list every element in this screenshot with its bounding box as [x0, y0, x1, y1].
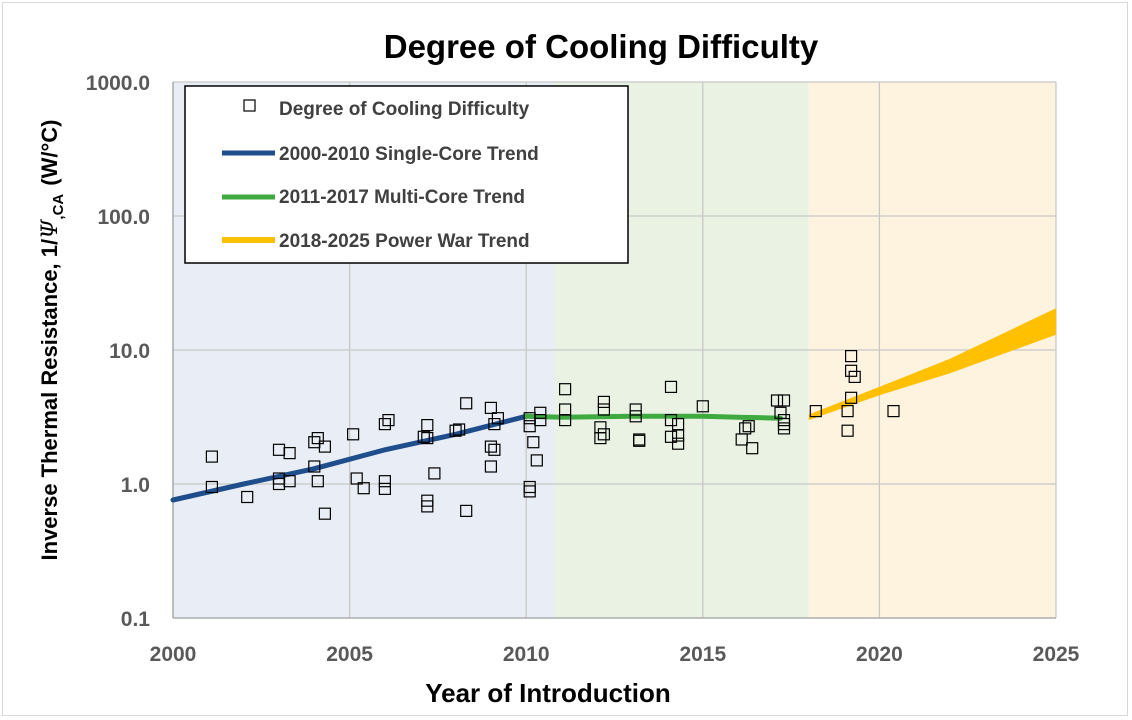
y-axis-label-unit: (W/°C): [37, 120, 62, 186]
data-point-marker: [449, 424, 462, 437]
chart-title: Degree of Cooling Difficulty: [384, 28, 819, 65]
data-point-marker: [844, 364, 858, 377]
data-point-marker: [597, 403, 611, 416]
data-point-marker: [484, 460, 497, 473]
data-point-marker: [417, 430, 430, 443]
data-point-marker: [597, 395, 611, 408]
data-point-marker: [484, 401, 497, 414]
data-point-marker: [453, 423, 466, 436]
tick-labels: 2000 2005 2010 2015 2020 2025 0.1 1.0 10.0 100.0 1…: [86, 72, 1080, 666]
data-point-marker: [671, 429, 685, 442]
data-point-marker: [809, 405, 822, 418]
data-point-marker: [633, 434, 646, 447]
data-point-marker: [241, 490, 254, 504]
data-point-marker: [534, 414, 547, 427]
data-point-marker: [770, 394, 784, 407]
legend-box: [184, 85, 629, 264]
y-tick-label: 0.1: [121, 608, 151, 631]
x-tick-label: 2025: [1033, 643, 1080, 666]
data-point-marker: [311, 432, 324, 445]
data-point-marker: [739, 422, 752, 435]
data-point-marker: [347, 428, 360, 441]
data-point-marker: [205, 450, 218, 463]
plot-border: [172, 82, 1056, 619]
data-point-marker: [308, 460, 321, 473]
data-point-marker: [844, 350, 858, 363]
data-point-marker: [378, 482, 391, 495]
data-point-marker: [421, 432, 434, 445]
x-tick-label: 2000: [150, 643, 197, 666]
data-point-marker: [664, 380, 678, 393]
data-point-marker: [488, 418, 501, 431]
y-axis-label-main: Inverse Thermal Resistance, 1/: [37, 239, 62, 561]
data-point-marker: [205, 480, 218, 494]
power-war-trend-band: [808, 308, 1056, 421]
x-tick-label: 2005: [326, 643, 373, 666]
y-tick-label: 1000.0: [86, 72, 150, 95]
series-layer: [170, 308, 1056, 520]
data-point-marker: [523, 420, 536, 433]
data-point-marker: [558, 383, 572, 396]
y-axis-label-psi: Ψ: [38, 219, 63, 239]
data-point-marker: [844, 391, 858, 404]
data-point-marker: [671, 437, 685, 450]
data-point-marker: [421, 500, 434, 513]
y-axis-label: Inverse Thermal Resistance, 1/Ψ,CA (W/°C): [37, 120, 67, 561]
data-point-marker: [629, 410, 642, 423]
legend-label-multi-core: 2011-2017 Multi-Core Trend: [279, 187, 525, 208]
data-point-marker: [534, 406, 547, 419]
multi-core-trend-line: [523, 413, 783, 421]
legend-marker-icon: [243, 99, 256, 112]
x-tick-label: 2010: [503, 643, 550, 666]
data-point-marker: [664, 430, 678, 443]
data-point-marker: [664, 414, 678, 427]
single-core-trend-line: [170, 413, 529, 503]
data-point-marker: [841, 405, 854, 418]
data-point-marker: [887, 405, 900, 418]
data-point-marker: [378, 475, 391, 488]
data-point-marker: [428, 467, 441, 480]
data-point-marker: [523, 485, 536, 498]
legend-label-single-core: 2000-2010 Single-Core Trend: [279, 144, 539, 165]
data-point-marker: [777, 422, 791, 435]
data-point-marker: [594, 432, 607, 445]
data-point-marker: [311, 475, 324, 488]
data-point-marker: [350, 472, 363, 485]
data-point-marker: [460, 397, 473, 410]
data-point-marker: [558, 414, 572, 427]
y-axis-label-sub: ,CA: [50, 194, 67, 220]
x-tick-label: 2020: [856, 643, 903, 666]
data-point-marker: [746, 442, 759, 455]
legend-label-power-war: 2018-2025 Power War Trend: [279, 231, 530, 252]
data-point-marker: [460, 504, 473, 517]
data-point-marker: [629, 403, 642, 416]
y-tick-label: 10.0: [109, 340, 150, 363]
data-point-marker: [597, 428, 611, 441]
data-point-marker: [484, 440, 497, 453]
data-point-marker: [318, 440, 331, 453]
data-point-marker: [283, 475, 296, 488]
data-point-marker: [283, 447, 296, 460]
x-tick-label: 2015: [679, 643, 726, 666]
data-point-marker: [378, 418, 391, 431]
y-tick-label: 100.0: [97, 206, 150, 229]
x-axis-label: Year of Introduction: [425, 678, 671, 708]
data-point-marker: [527, 436, 540, 449]
legend-label-scatter: Degree of Cooling Difficulty: [279, 99, 530, 120]
data-point-marker: [421, 419, 434, 432]
data-point-marker: [742, 420, 755, 433]
data-point-marker: [696, 400, 709, 413]
data-point-marker: [777, 394, 791, 407]
data-point-marker: [488, 443, 501, 456]
data-point-marker: [382, 414, 395, 427]
y-tick-label: 1.0: [121, 474, 150, 497]
data-point-marker: [318, 507, 331, 520]
data-point-marker: [841, 424, 854, 437]
data-point-marker: [530, 454, 543, 467]
legend: Degree of Cooling Difficulty 2000-2010 S…: [184, 85, 629, 264]
data-point-marker: [357, 482, 370, 495]
data-point-marker: [848, 370, 861, 383]
